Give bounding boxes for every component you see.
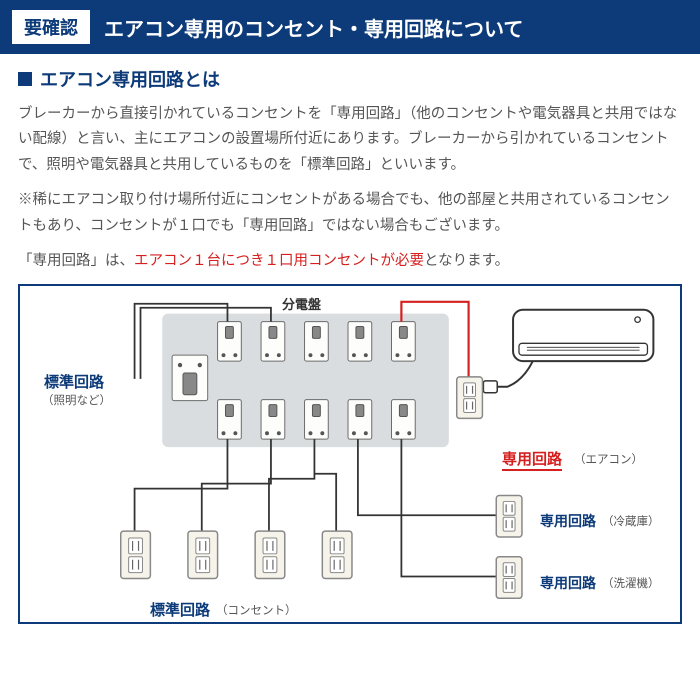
p3-tail: となります。 [424,253,509,269]
square-bullet-icon [18,72,32,86]
p3-lead: 「専用回路」は、 [18,253,134,269]
header-bar: 要確認 エアコン専用のコンセント・専用回路について [0,0,700,54]
paragraph-2: ※稀にエアコン取り付け場所付近にコンセントがある場合でも、他の部屋と共用されてい… [18,188,682,239]
header-title: エアコン専用のコンセント・専用回路について [104,13,523,42]
section-heading: エアコン専用回路とは [18,66,682,92]
content-body: エアコン専用回路とは ブレーカーから直接引かれているコンセントを「専用回路」（他… [0,54,700,636]
diagram-svg [20,286,680,622]
paragraph-1: ブレーカーから直接引かれているコンセントを「専用回路」（他のコンセントや電気器具… [18,102,682,178]
p3-highlight: エアコン１台につき１口用コンセントが必要 [134,253,424,269]
circuit-diagram: 分電盤 標準回路 （照明など） 専用回路 （エアコン） 専用回路 （冷蔵庫） 専… [18,284,682,624]
section-title: エアコン専用回路とは [40,66,220,92]
paragraph-3: 「専用回路」は、エアコン１台につき１口用コンセントが必要となります。 [18,249,682,274]
confirm-badge: 要確認 [12,10,90,44]
